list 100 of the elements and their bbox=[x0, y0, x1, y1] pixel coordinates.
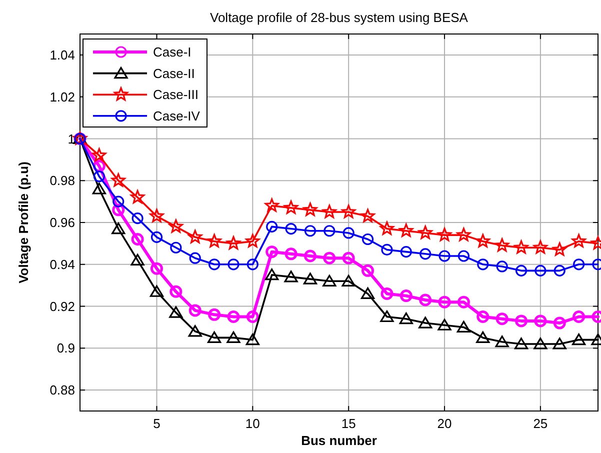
point bbox=[438, 250, 450, 262]
x-axis-title: Bus number bbox=[301, 433, 377, 448]
legend-label: Case-IV bbox=[153, 108, 200, 124]
point bbox=[514, 240, 528, 254]
point bbox=[496, 312, 508, 326]
point bbox=[284, 248, 298, 260]
point bbox=[476, 310, 490, 323]
point bbox=[246, 234, 260, 248]
point bbox=[552, 338, 566, 350]
point bbox=[322, 274, 336, 286]
point bbox=[456, 320, 471, 333]
point bbox=[342, 252, 355, 264]
x-tick-label: 5 bbox=[153, 416, 160, 431]
point bbox=[362, 233, 374, 246]
point bbox=[514, 338, 528, 350]
point bbox=[458, 250, 470, 262]
point bbox=[322, 204, 336, 218]
point bbox=[93, 170, 105, 182]
point bbox=[132, 212, 144, 224]
y-tick-label: 0.98 bbox=[50, 173, 75, 188]
point bbox=[170, 242, 182, 254]
point bbox=[130, 254, 144, 266]
x-tick-label: 10 bbox=[245, 416, 260, 431]
x-tick-label: 15 bbox=[341, 416, 356, 431]
point bbox=[572, 333, 586, 346]
point bbox=[246, 310, 259, 323]
point bbox=[495, 238, 510, 252]
point bbox=[554, 264, 566, 276]
point bbox=[457, 296, 470, 308]
y-tick-label: 0.88 bbox=[50, 382, 75, 398]
point bbox=[228, 258, 240, 270]
point bbox=[227, 310, 240, 323]
point bbox=[284, 200, 298, 214]
point bbox=[342, 204, 356, 218]
point bbox=[438, 296, 451, 308]
point bbox=[246, 333, 260, 346]
point bbox=[399, 224, 414, 237]
point bbox=[380, 287, 394, 300]
point bbox=[572, 310, 586, 323]
point bbox=[400, 246, 412, 258]
point bbox=[112, 196, 124, 208]
point bbox=[418, 316, 432, 328]
x-tick-label: 25 bbox=[533, 416, 548, 431]
point bbox=[130, 190, 145, 204]
x-tick-label: 20 bbox=[437, 416, 452, 431]
y-tick-label: 0.9 bbox=[56, 340, 75, 356]
point bbox=[324, 225, 336, 237]
legend-label: Case-II bbox=[153, 66, 195, 81]
chart-title: Voltage profile of 28-bus system using BESA bbox=[210, 10, 468, 25]
point bbox=[169, 306, 183, 318]
point bbox=[188, 304, 202, 317]
point bbox=[534, 338, 548, 350]
point bbox=[188, 325, 202, 337]
point bbox=[168, 219, 183, 233]
point bbox=[207, 331, 222, 343]
point bbox=[438, 228, 452, 242]
y-tick-label: 1.02 bbox=[50, 89, 75, 104]
point bbox=[208, 258, 220, 270]
point bbox=[380, 310, 394, 322]
point bbox=[264, 198, 279, 212]
point bbox=[150, 231, 163, 243]
point bbox=[265, 268, 279, 280]
point bbox=[553, 316, 566, 330]
point bbox=[495, 336, 509, 348]
point bbox=[381, 244, 393, 256]
point bbox=[477, 258, 489, 270]
point bbox=[226, 236, 240, 250]
y-tick-label: 0.96 bbox=[50, 215, 75, 230]
point bbox=[303, 272, 318, 284]
point bbox=[552, 242, 567, 256]
point bbox=[170, 285, 182, 298]
point bbox=[111, 173, 126, 187]
point bbox=[515, 264, 528, 276]
point bbox=[246, 258, 258, 270]
point bbox=[456, 228, 471, 242]
point bbox=[476, 331, 490, 343]
point bbox=[534, 264, 546, 276]
point bbox=[419, 294, 432, 306]
point bbox=[208, 308, 221, 321]
point bbox=[92, 182, 106, 194]
point bbox=[131, 233, 144, 246]
y-tick-label: 0.94 bbox=[50, 256, 75, 272]
point bbox=[342, 274, 356, 286]
point bbox=[304, 250, 316, 262]
point bbox=[380, 221, 394, 235]
point bbox=[362, 264, 374, 277]
legend-label: Case-I bbox=[153, 44, 192, 60]
point bbox=[533, 240, 548, 254]
point bbox=[266, 220, 278, 232]
point bbox=[284, 270, 298, 282]
point bbox=[150, 208, 164, 222]
point bbox=[534, 314, 547, 328]
point bbox=[496, 260, 508, 272]
point bbox=[360, 208, 375, 222]
point bbox=[573, 258, 585, 270]
point bbox=[226, 331, 240, 343]
legend-label: Case-III bbox=[153, 87, 199, 102]
point bbox=[285, 222, 297, 235]
y-tick-label: 0.92 bbox=[50, 298, 75, 314]
y-axis-title: Voltage Profile (p.u) bbox=[16, 162, 31, 284]
